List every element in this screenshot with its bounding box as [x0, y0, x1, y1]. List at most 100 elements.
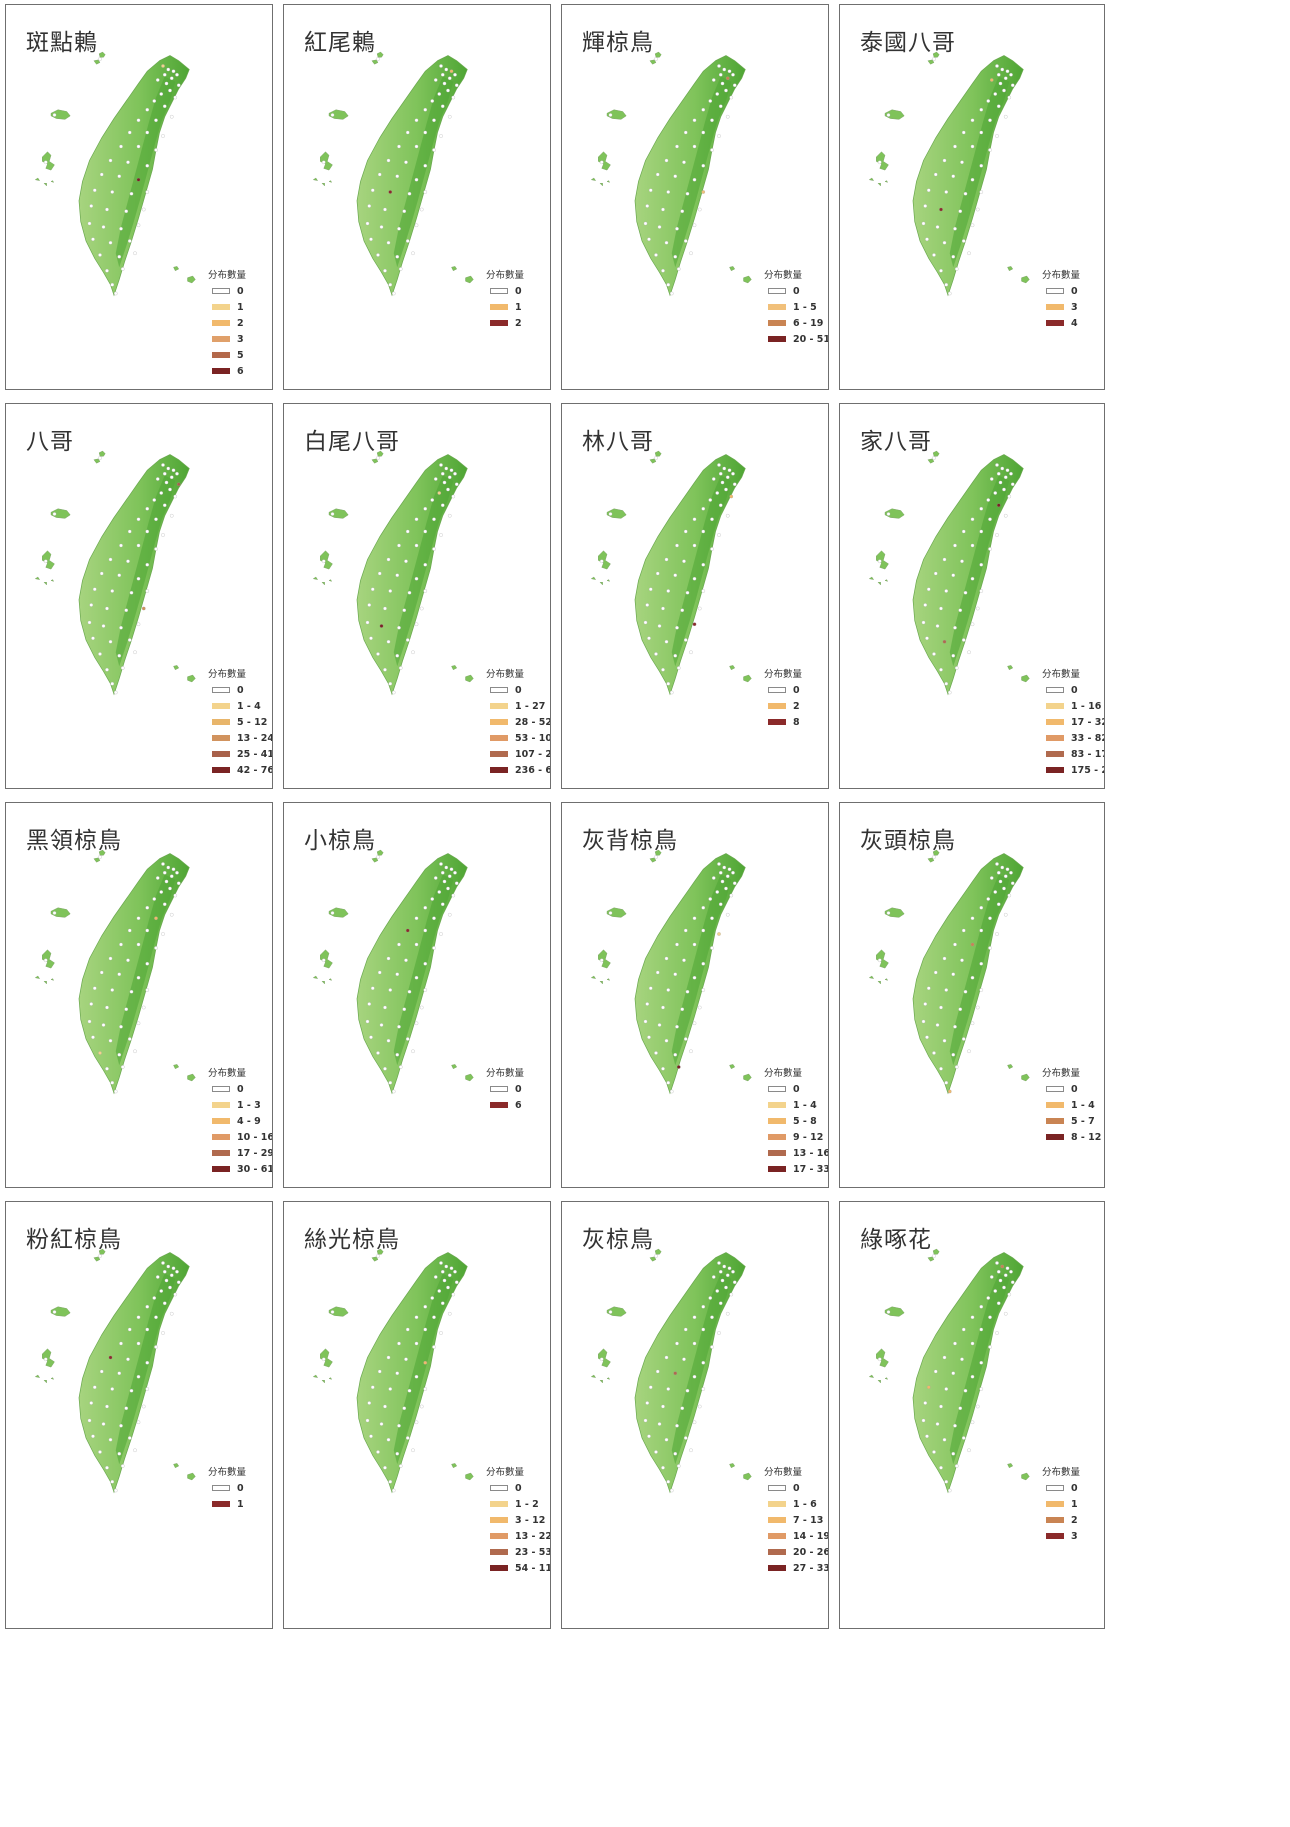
orchid-island: [1021, 1472, 1030, 1481]
survey-station-dot: [944, 1080, 949, 1085]
survey-station-dot: [664, 639, 669, 644]
legend-label: 0: [793, 285, 800, 297]
survey-station-dot: [376, 1254, 380, 1258]
survey-station-dot: [692, 942, 697, 947]
survey-station-dot: [113, 690, 118, 695]
penghu-islands: [590, 1348, 611, 1384]
survey-station-dot: [136, 916, 141, 921]
survey-station-dot: [942, 557, 947, 562]
legend-item: 1 - 16: [1046, 698, 1104, 714]
species-title: 黑領椋鳥: [26, 828, 122, 854]
survey-station-dot: [161, 64, 165, 68]
map-legend: 分布數量 0 1 - 5 6 - 19 20 - 51: [764, 267, 828, 347]
legend-item: 0: [768, 1480, 828, 1496]
green-island: [451, 1064, 458, 1070]
survey-station-dot: [145, 107, 150, 112]
legend-swatch: [212, 719, 230, 725]
orchid-island: [187, 1073, 196, 1082]
legend-swatch: [1046, 1533, 1064, 1539]
matsu-islands: [927, 1248, 940, 1262]
survey-station-dot: [162, 1269, 167, 1274]
legend-item: 42 - 76: [212, 762, 272, 778]
survey-station-dot: [386, 240, 391, 245]
survey-station-dot: [173, 95, 178, 100]
survey-station-dot: [953, 226, 957, 231]
survey-station-dot: [995, 134, 999, 138]
survey-station-dot: [979, 1360, 984, 1365]
survey-station-dot: [655, 1369, 660, 1374]
legend-item: 6: [212, 363, 246, 379]
survey-station-dot: [933, 172, 938, 177]
green-island: [173, 266, 180, 272]
survey-station-dot: [423, 1360, 428, 1365]
survey-station-dot: [970, 1374, 975, 1379]
survey-station-dot: [119, 1024, 123, 1029]
legend-swatch: [768, 1533, 786, 1539]
survey-station-dot: [388, 1387, 393, 1391]
main-island: [634, 1252, 746, 1494]
survey-station-dot: [933, 571, 938, 576]
legend-item: 1: [212, 1496, 246, 1512]
survey-station-dot: [402, 608, 407, 613]
survey-station-dot: [701, 107, 706, 112]
survey-station-dot: [979, 1387, 984, 1391]
kinmen-island: [328, 508, 349, 519]
survey-station-dot: [176, 482, 181, 487]
survey-station-dot: [692, 543, 697, 548]
survey-station-dot: [717, 932, 721, 936]
survey-station-dot: [402, 1406, 407, 1411]
legend-swatch: [490, 751, 508, 757]
matsu-islands: [649, 51, 662, 65]
legend-item: 5 - 7: [1046, 1113, 1101, 1129]
survey-station-dot: [423, 589, 428, 593]
survey-station-dot: [145, 589, 150, 593]
survey-station-dot: [996, 1301, 1001, 1306]
survey-station-dot: [367, 1002, 372, 1006]
survey-station-dot: [171, 468, 176, 473]
legend-swatch: [490, 703, 508, 709]
legend-swatch: [768, 304, 786, 310]
central-mountain-range: [671, 1273, 732, 1465]
survey-station-dot: [960, 1357, 964, 1362]
survey-station-dot: [963, 590, 968, 595]
survey-station-dot: [939, 1005, 943, 1010]
survey-station-dot: [692, 1021, 697, 1026]
survey-station-dot: [99, 970, 104, 975]
survey-station-dot: [395, 1451, 400, 1456]
survey-station-dot: [365, 221, 370, 226]
main-island: [634, 853, 746, 1095]
survey-station-dot: [145, 1304, 150, 1309]
survey-station-dot: [376, 855, 380, 859]
survey-station-dot: [397, 942, 401, 947]
survey-station-dot: [724, 88, 728, 93]
survey-station-dot: [701, 1360, 706, 1365]
survey-station-dot: [692, 975, 697, 980]
legend-item: 2: [212, 315, 246, 331]
legend-swatch: [1046, 1102, 1064, 1108]
legend-swatch: [212, 368, 230, 374]
survey-station-dot: [154, 148, 158, 152]
legend-label: 6: [515, 1099, 522, 1111]
survey-station-dot: [608, 1310, 613, 1314]
survey-station-dot: [442, 879, 447, 884]
survey-station-dot: [395, 653, 400, 658]
survey-station-dot: [683, 638, 688, 642]
survey-station-dot: [127, 1436, 132, 1440]
survey-station-dot: [453, 471, 457, 476]
legend-label: 0: [1071, 1083, 1078, 1095]
survey-station-dot: [680, 608, 685, 613]
kinmen-island: [606, 1306, 627, 1317]
survey-station-dot: [988, 1315, 992, 1320]
legend-swatch: [212, 767, 230, 773]
survey-station-dot: [996, 902, 1001, 907]
legend-item: 8: [768, 714, 802, 730]
legend-swatch: [490, 1549, 508, 1555]
survey-station-dot: [105, 1404, 109, 1409]
survey-station-dot: [141, 207, 146, 212]
legend-swatch: [212, 1118, 230, 1124]
penghu-islands: [312, 550, 333, 586]
survey-station-dot: [397, 625, 401, 630]
survey-station-dot: [446, 886, 450, 891]
taiwan-map: [34, 450, 196, 696]
legend-swatch: [768, 1134, 786, 1140]
